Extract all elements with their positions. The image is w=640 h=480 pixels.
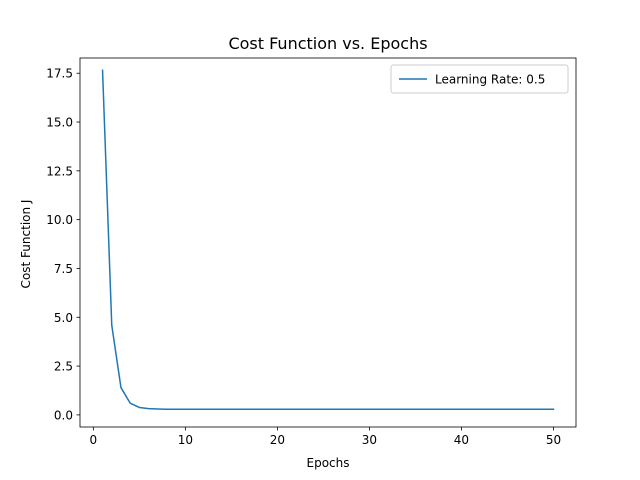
legend-box (390, 64, 569, 94)
x-tick-label: 20 (270, 433, 285, 447)
plot-frame (79, 57, 577, 428)
y-tick-label: 12.5 (46, 164, 73, 178)
series-line-0 (101, 69, 555, 410)
y-tick-label: 15.0 (46, 116, 73, 130)
legend-label: Learning Rate: 0.5 (435, 73, 545, 87)
y-tick-label: 10.0 (46, 213, 73, 227)
chart-title: Cost Function vs. Epochs (228, 34, 427, 53)
x-axis-label: Epochs (307, 456, 350, 470)
x-tick-label: 30 (362, 433, 377, 447)
y-tick-label: 5.0 (54, 311, 73, 325)
plot-layer: 0 10 20 30 40 50 0.0 2.5 5.0 7.5 10.0 12.5 15.0 17.5 L… (46, 57, 577, 447)
x-tick-label: 10 (178, 433, 193, 447)
y-tick-label: 7.5 (54, 262, 73, 276)
y-tick-label: 2.5 (54, 360, 73, 374)
y-tick-label: 17.5 (46, 67, 73, 81)
x-tick-label: 40 (454, 433, 469, 447)
x-tick-label: 50 (546, 433, 561, 447)
x-tick-label: 0 (90, 433, 98, 447)
y-tick-label: 0.0 (54, 408, 73, 422)
y-axis-label: Cost Function J (19, 200, 33, 289)
